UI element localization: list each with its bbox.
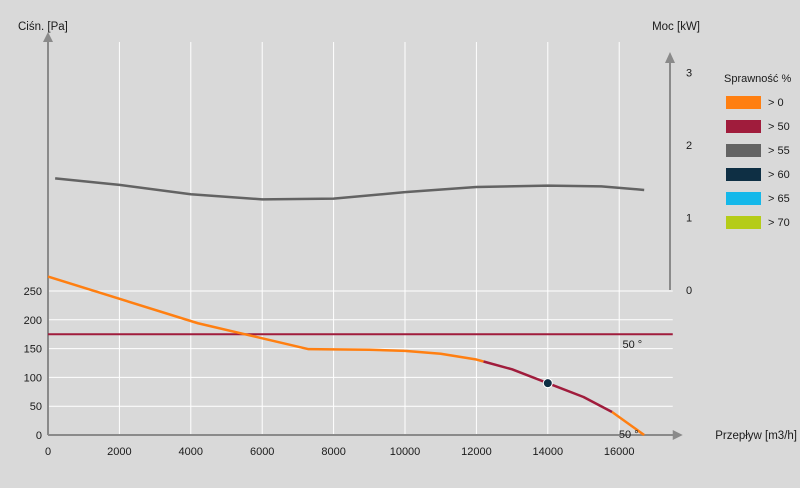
curve-annotation: 50 ° bbox=[622, 339, 642, 351]
y-tick-label: 50 bbox=[30, 401, 42, 413]
x-axis-title: Przepływ [m3/h] bbox=[715, 430, 797, 442]
curve-annotation: 50 ° bbox=[619, 429, 639, 441]
y-tick-label: 100 bbox=[24, 372, 42, 384]
x-tick-label: 10000 bbox=[390, 446, 421, 458]
x-axis-arrow bbox=[672, 430, 683, 440]
legend-swatch bbox=[726, 96, 761, 109]
y2-tick-label: 0 bbox=[686, 285, 692, 297]
legend-swatch bbox=[726, 144, 761, 157]
x-tick-label: 12000 bbox=[461, 446, 492, 458]
legend-label: > 55 bbox=[768, 145, 790, 157]
pressure-curve-segment bbox=[47, 275, 484, 363]
legend-swatch bbox=[726, 168, 761, 181]
y-axis-arrow bbox=[43, 32, 53, 42]
y2-axis-title: Moc [kW] bbox=[652, 21, 700, 33]
y-tick-label: 250 bbox=[24, 286, 42, 298]
x-tick-label: 8000 bbox=[321, 446, 345, 458]
y2-axis-arrow bbox=[665, 52, 675, 63]
legend-swatch bbox=[726, 192, 761, 205]
x-tick-label: 16000 bbox=[604, 446, 635, 458]
legend-swatch bbox=[726, 120, 761, 133]
x-tick-label: 0 bbox=[45, 446, 51, 458]
legend-swatch bbox=[726, 216, 761, 229]
y-tick-label: 150 bbox=[24, 344, 42, 356]
y2-tick-label: 1 bbox=[686, 213, 692, 225]
legend-label: > 50 bbox=[768, 121, 790, 133]
y-tick-label: 200 bbox=[24, 315, 42, 327]
power-curve bbox=[55, 177, 645, 201]
legend-label: > 65 bbox=[768, 193, 790, 205]
x-tick-label: 14000 bbox=[533, 446, 564, 458]
legend-title: Sprawność % bbox=[724, 73, 791, 85]
y2-tick-label: 2 bbox=[686, 140, 692, 152]
x-tick-label: 6000 bbox=[250, 446, 274, 458]
y-tick-label: 0 bbox=[36, 430, 42, 442]
operating-point bbox=[542, 378, 553, 389]
legend-label: > 0 bbox=[768, 97, 784, 109]
y2-tick-label: 3 bbox=[686, 68, 692, 80]
pressure-curve-segment bbox=[611, 410, 645, 437]
x-tick-label: 4000 bbox=[179, 446, 203, 458]
legend-label: > 70 bbox=[768, 217, 790, 229]
y-axis-title: Ciśn. [Pa] bbox=[18, 21, 68, 33]
x-tick-label: 2000 bbox=[107, 446, 131, 458]
legend-label: > 60 bbox=[768, 169, 790, 181]
